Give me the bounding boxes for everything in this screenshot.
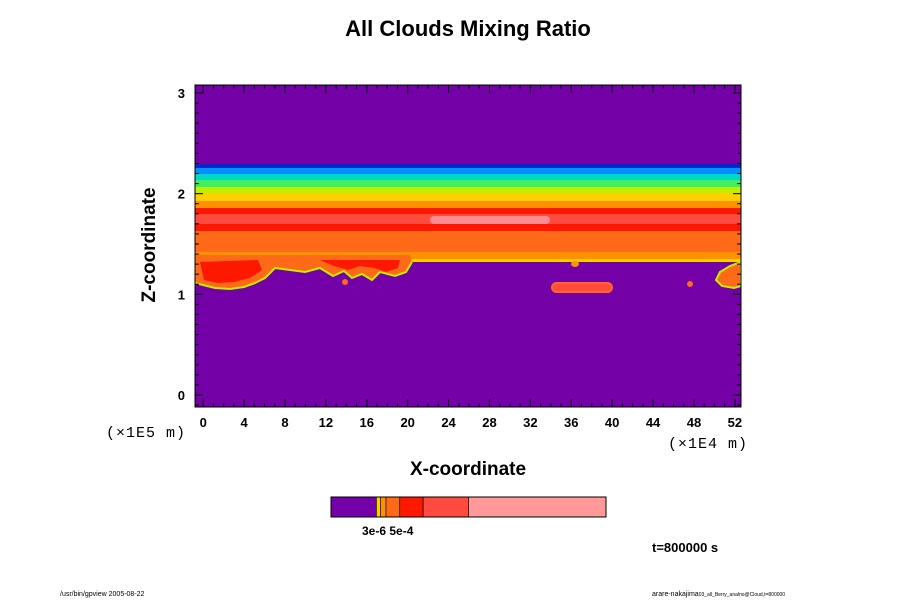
chart-title: All Clouds Mixing Ratio bbox=[345, 16, 591, 41]
colorbar-label: 3e-6 5e-4 bbox=[362, 524, 414, 538]
footer-left: /usr/bin/gpview 2005-08-22 bbox=[60, 591, 145, 598]
colorbar-segment bbox=[399, 496, 424, 518]
x-tick-label: 0 bbox=[200, 415, 207, 430]
footer-right-main: arare-nakajima bbox=[652, 591, 699, 598]
x-tick-label: 8 bbox=[281, 415, 288, 430]
band-blue bbox=[195, 164, 741, 171]
footer-right: arare-nakajima03_all_Berry_analno@Cloud,… bbox=[652, 591, 785, 598]
cloud-base-left-red bbox=[200, 260, 262, 283]
x-tick-label: 28 bbox=[482, 415, 496, 430]
time-label: t=800000 s bbox=[652, 540, 719, 555]
x-tick-label: 20 bbox=[400, 415, 414, 430]
y-tick-label: 1 bbox=[178, 287, 185, 302]
y-axis-unit: (×1E5 m) bbox=[106, 425, 187, 442]
colorbar bbox=[330, 496, 607, 518]
cloud-base-left-red2 bbox=[320, 260, 400, 272]
band-green bbox=[195, 180, 741, 189]
band-orange-3 bbox=[195, 252, 741, 261]
band-pink bbox=[430, 216, 550, 224]
y-tick-label: 2 bbox=[178, 187, 185, 202]
colorbar-frame bbox=[330, 496, 607, 518]
band-orange-2 bbox=[195, 231, 741, 253]
colorbar-segment bbox=[468, 496, 607, 518]
y-tick-label: 0 bbox=[178, 388, 185, 403]
x-tick-label: 44 bbox=[646, 415, 661, 430]
cloud-patch-right bbox=[714, 260, 741, 290]
x-tick-label: 32 bbox=[523, 415, 537, 430]
footer-right-small: 03_all_Berry_analno@Cloud,t=800000 bbox=[698, 592, 786, 598]
colorbar-segment bbox=[330, 496, 377, 518]
cloud-patch-small-3 bbox=[571, 261, 579, 267]
cloud-patch-center bbox=[551, 282, 613, 293]
x-tick-label: 16 bbox=[360, 415, 374, 430]
band-yellow-edge bbox=[195, 259, 741, 262]
band-cyan bbox=[195, 174, 741, 182]
colorbar-segment bbox=[380, 496, 387, 518]
x-tick-label: 52 bbox=[728, 415, 742, 430]
colorbar-segment bbox=[376, 496, 381, 518]
y-tick-label: 3 bbox=[178, 86, 185, 101]
x-tick-label: 24 bbox=[441, 415, 456, 430]
plot-frame bbox=[194, 84, 742, 408]
x-tick-label: 12 bbox=[319, 415, 333, 430]
x-tick-label: 4 bbox=[240, 415, 248, 430]
x-tick-label: 36 bbox=[564, 415, 578, 430]
band-orange-1 bbox=[195, 201, 741, 210]
x-axis-unit: (×1E4 m) bbox=[668, 436, 749, 453]
x-axis-label: X-coordinate bbox=[409, 459, 527, 480]
band-lightblue bbox=[195, 168, 741, 176]
x-tick-label: 40 bbox=[605, 415, 619, 430]
band-yellowgreen bbox=[195, 187, 741, 195]
cloud-patch-small-2 bbox=[687, 281, 693, 287]
x-tick-label: 48 bbox=[687, 415, 701, 430]
colorbar-segment bbox=[385, 496, 401, 518]
colorbar-segment bbox=[422, 496, 469, 518]
cloud-patch-small-1 bbox=[342, 279, 348, 285]
cloud-base-left-edge bbox=[195, 261, 413, 291]
band-yellow bbox=[195, 193, 741, 203]
cloud-field bbox=[195, 164, 741, 293]
